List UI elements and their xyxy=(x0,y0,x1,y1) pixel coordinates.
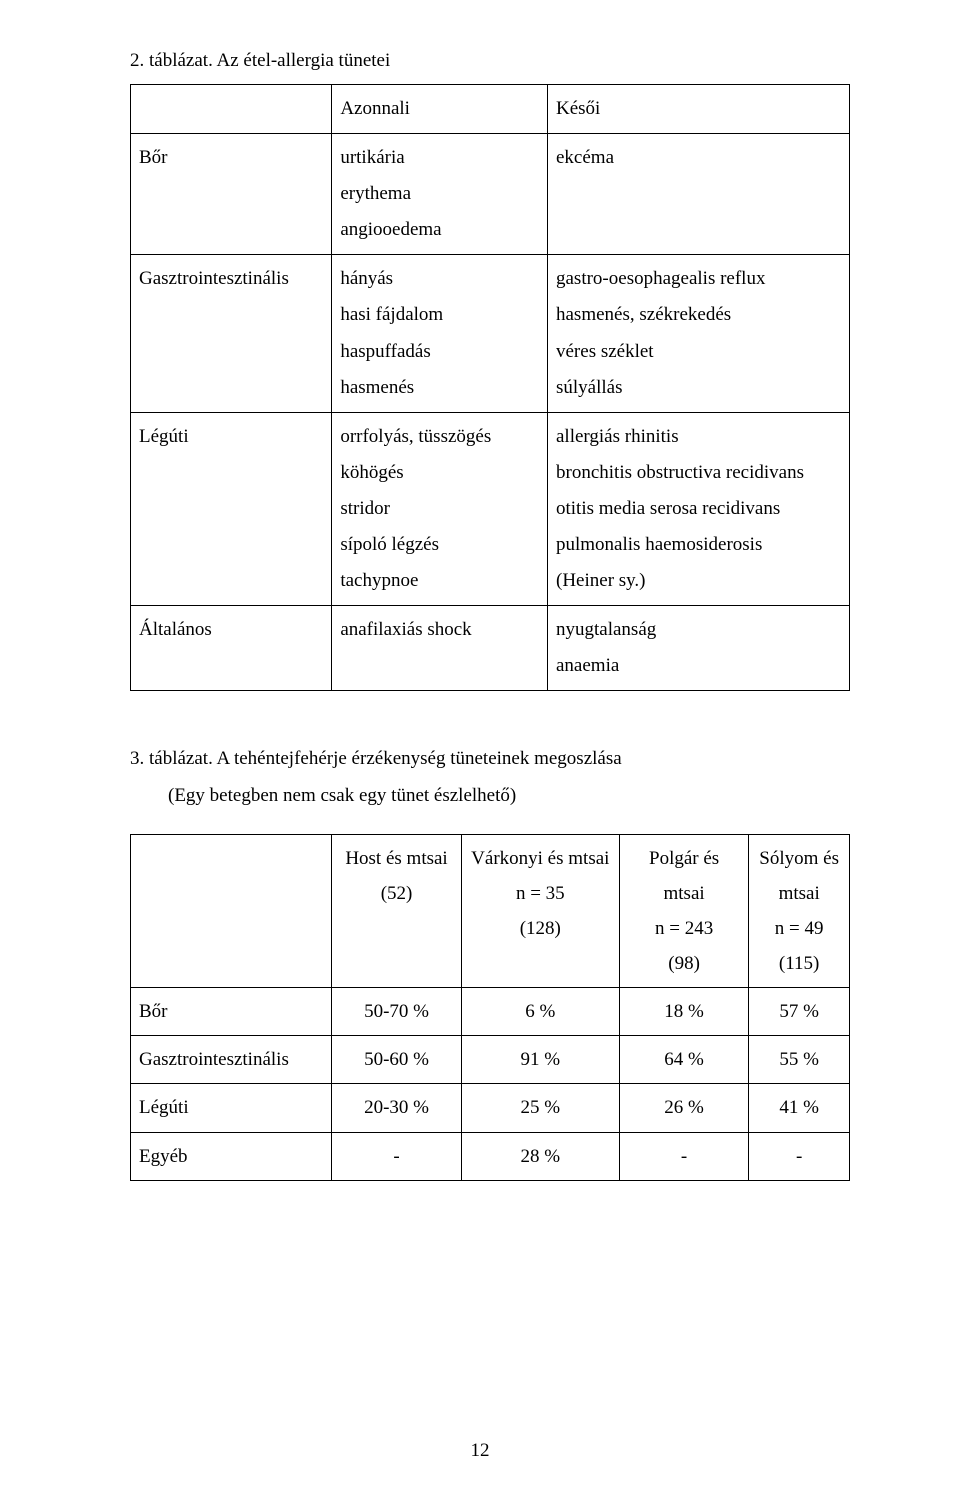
cell: 64 % xyxy=(619,1036,748,1084)
cell: Általános xyxy=(131,606,332,691)
cell: 50-60 % xyxy=(332,1036,461,1084)
cell xyxy=(131,85,332,134)
table3-caption: 3. táblázat. A tehéntejfehérje érzékenys… xyxy=(130,741,850,813)
cell: gastro-oesophagealis refluxhasmenés, szé… xyxy=(548,255,850,412)
table-row: Gasztrointesztinális hányáshasi fájdalom… xyxy=(131,255,850,412)
table-row: Host és mtsai(52) Várkonyi és mtsain = 3… xyxy=(131,834,850,988)
cell: Egyéb xyxy=(131,1132,332,1180)
cell: allergiás rhinitisbronchitis obstructiva… xyxy=(548,412,850,605)
table-row: Általános anafilaxiás shock nyugtalanság… xyxy=(131,606,850,691)
table2: Azonnali Késői Bőr urtikáriaerythemaangi… xyxy=(130,84,850,691)
table-row: Azonnali Késői xyxy=(131,85,850,134)
cell: orrfolyás, tüsszögésköhögésstridorsípoló… xyxy=(332,412,548,605)
table3: Host és mtsai(52) Várkonyi és mtsain = 3… xyxy=(130,834,850,1181)
cell: 25 % xyxy=(461,1084,619,1132)
table2-caption: 2. táblázat. Az étel-allergia tünetei xyxy=(130,50,850,72)
cell: Bőr xyxy=(131,988,332,1036)
table-row: Légúti 20-30 % 25 % 26 % 41 % xyxy=(131,1084,850,1132)
cell: Polgár és mtsain = 243(98) xyxy=(619,834,748,988)
cell: 57 % xyxy=(749,988,850,1036)
table-row: Gasztrointesztinális 50-60 % 91 % 64 % 5… xyxy=(131,1036,850,1084)
cell: 91 % xyxy=(461,1036,619,1084)
cell: Gasztrointesztinális xyxy=(131,255,332,412)
cell: - xyxy=(749,1132,850,1180)
table-row: Egyéb - 28 % - - xyxy=(131,1132,850,1180)
cell: 20-30 % xyxy=(332,1084,461,1132)
cell: Host és mtsai(52) xyxy=(332,834,461,988)
table3-caption-line2: (Egy betegben nem csak egy tünet észlelh… xyxy=(130,778,850,814)
cell: 26 % xyxy=(619,1084,748,1132)
cell: Várkonyi és mtsain = 35(128) xyxy=(461,834,619,988)
cell: Késői xyxy=(548,85,850,134)
cell: Sólyom és mtsain = 49(115) xyxy=(749,834,850,988)
cell: 50-70 % xyxy=(332,988,461,1036)
cell: Bőr xyxy=(131,134,332,255)
table-row: Bőr 50-70 % 6 % 18 % 57 % xyxy=(131,988,850,1036)
cell: hányáshasi fájdalomhaspuffadáshasmenés xyxy=(332,255,548,412)
cell: Légúti xyxy=(131,412,332,605)
cell: - xyxy=(332,1132,461,1180)
cell: 41 % xyxy=(749,1084,850,1132)
cell: - xyxy=(619,1132,748,1180)
cell: 55 % xyxy=(749,1036,850,1084)
cell: Azonnali xyxy=(332,85,548,134)
cell: urtikáriaerythemaangiooedema xyxy=(332,134,548,255)
cell: 6 % xyxy=(461,988,619,1036)
table-row: Bőr urtikáriaerythemaangiooedema ekcéma xyxy=(131,134,850,255)
cell: nyugtalanságanaemia xyxy=(548,606,850,691)
page-number: 12 xyxy=(0,1440,960,1462)
cell: ekcéma xyxy=(548,134,850,255)
cell xyxy=(131,834,332,988)
table-row: Légúti orrfolyás, tüsszögésköhögésstrido… xyxy=(131,412,850,605)
cell: 28 % xyxy=(461,1132,619,1180)
cell: Légúti xyxy=(131,1084,332,1132)
table3-caption-line1: 3. táblázat. A tehéntejfehérje érzékenys… xyxy=(130,748,622,769)
cell: anafilaxiás shock xyxy=(332,606,548,691)
cell: Gasztrointesztinális xyxy=(131,1036,332,1084)
cell: 18 % xyxy=(619,988,748,1036)
page: 2. táblázat. Az étel-allergia tünetei Az… xyxy=(0,0,960,1490)
